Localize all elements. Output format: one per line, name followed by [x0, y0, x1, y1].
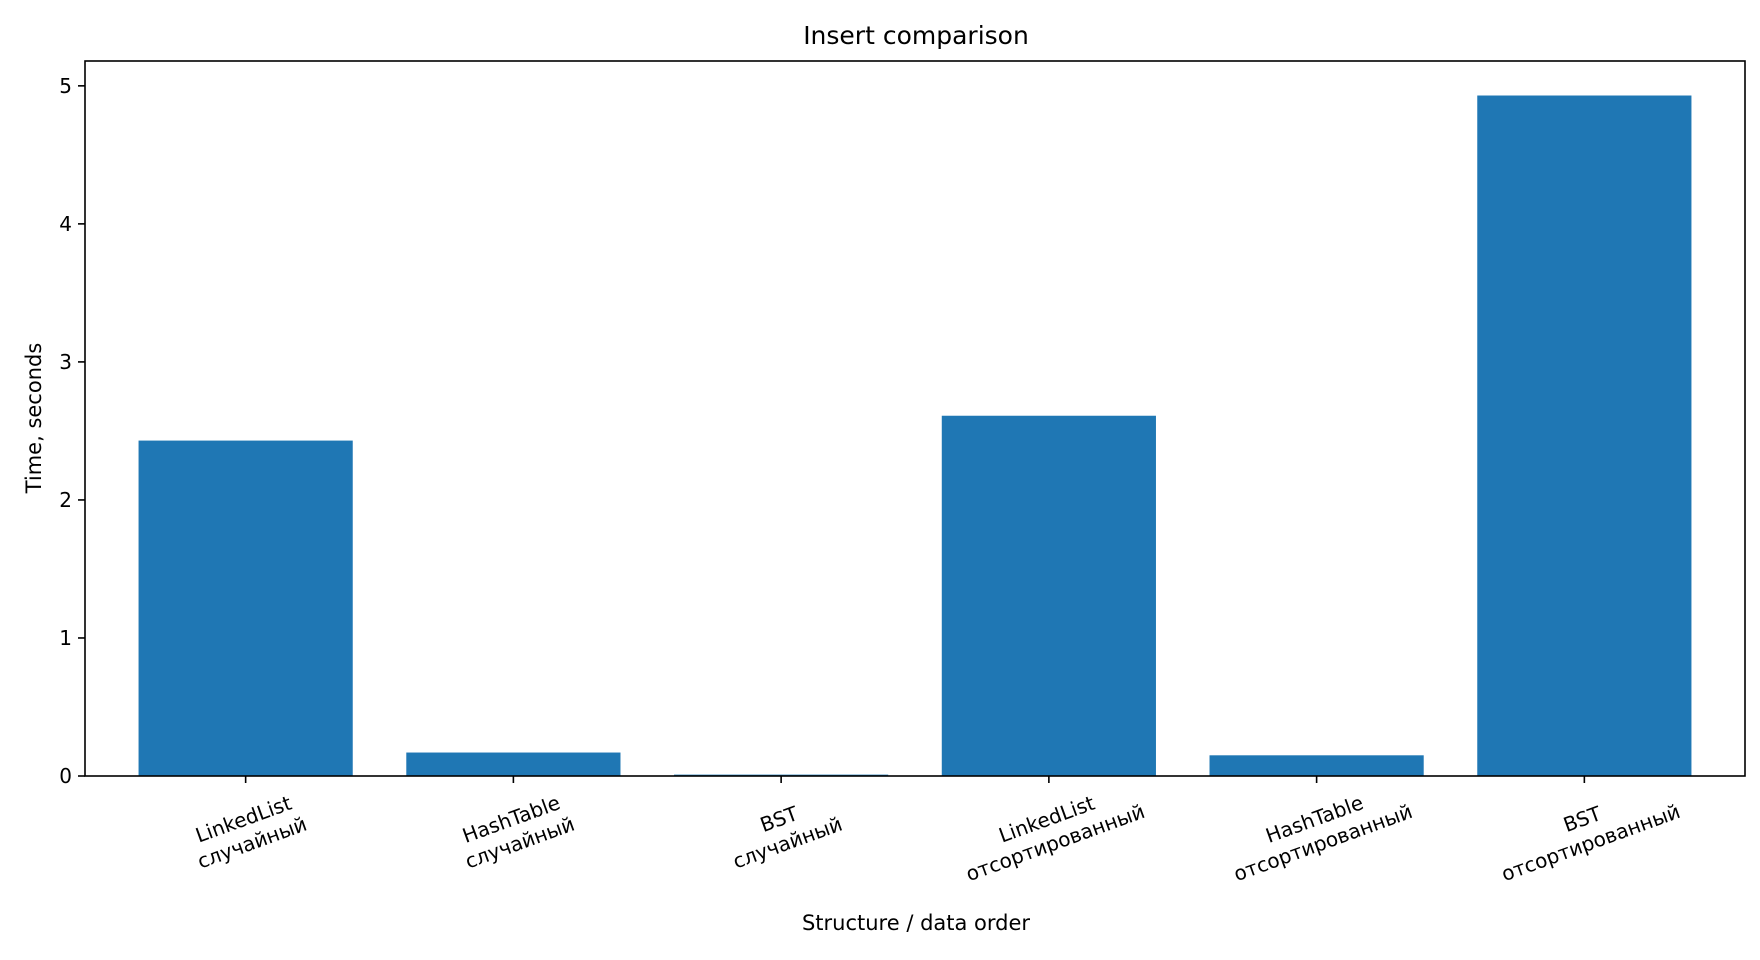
y-tick-label: 1	[59, 626, 72, 650]
y-tick-label: 0	[59, 764, 72, 788]
bar	[1209, 755, 1424, 776]
bar	[138, 440, 353, 776]
y-tick-label: 4	[59, 212, 72, 236]
x-axis-label: Structure / data order	[802, 911, 1030, 935]
bars-group	[138, 95, 1692, 776]
y-axis: 0 1 2 3 4 5	[59, 74, 85, 788]
plot-frame	[84, 60, 1746, 777]
bar	[406, 752, 621, 776]
chart-title: Insert comparison	[803, 21, 1029, 50]
bar	[1477, 95, 1692, 776]
y-axis-label: Time, seconds	[22, 343, 46, 495]
bar	[941, 415, 1156, 776]
y-tick-label: 5	[59, 74, 72, 98]
y-tick-label: 3	[59, 350, 72, 374]
y-tick-label: 2	[59, 488, 72, 512]
